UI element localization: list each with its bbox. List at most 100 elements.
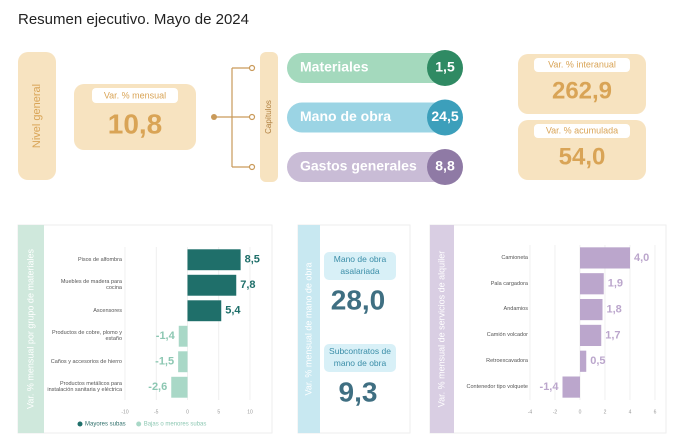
category-label: Productos metálicos para instalación san… [47, 380, 122, 394]
label-box [324, 252, 396, 280]
category-label: Camioneta [501, 254, 528, 261]
value-label: 1,8 [607, 303, 622, 315]
pill-value: 24,5 [431, 108, 458, 124]
category-label: Pala cargadora [490, 280, 528, 287]
pill-circle [427, 50, 463, 86]
card-label: Mano de obra asalariada [333, 254, 387, 276]
axis-label: Var. % mensual por grupo de materiales [25, 249, 35, 409]
category-label-box: Muebles de madera para cocina [60, 278, 122, 292]
panel-strip [430, 225, 454, 433]
x-tick-label: -5 [154, 409, 159, 415]
category-label: Retroexcavadora [486, 358, 528, 364]
card-label-box [92, 88, 178, 103]
value-label: 1,7 [605, 329, 620, 341]
value-label: 4,0 [634, 252, 649, 264]
pill-name: Materiales [300, 59, 369, 75]
card-label-box: Subcontratos de mano de obra [329, 346, 391, 368]
category-label: Contenedor tipo volquete [466, 383, 528, 390]
card-label-box: Mano de obra asalariada [333, 254, 387, 276]
card-label-box [534, 124, 630, 138]
category-label: Ascensores [93, 307, 122, 314]
category-label: Pisos de alfombra [77, 256, 122, 263]
capitulos-strip [260, 52, 278, 182]
panel-strip [298, 225, 320, 433]
pill-name: Mano de obra [300, 108, 391, 124]
value-label: 0,5 [590, 355, 605, 367]
category-label-box: Pala cargadora [490, 280, 528, 287]
capitulos-label: Capítulos [264, 100, 273, 134]
bar [580, 273, 604, 295]
value-label: -1,4 [540, 381, 560, 393]
card-value: 9,3 [339, 376, 378, 407]
card-label-box [534, 58, 630, 72]
panel-label: Var. % mensual de mano de obra [303, 263, 313, 396]
category-label: Camión volcador [486, 332, 528, 339]
category-label: Andamios [503, 306, 528, 313]
bar [580, 350, 587, 372]
category-label-box: Productos de cobre, plomo y estaño [52, 330, 122, 343]
value-label: -1,5 [155, 356, 174, 368]
x-tick-label: 0 [186, 409, 189, 415]
card-value: 262,9 [552, 77, 612, 104]
bar [178, 325, 188, 347]
card-label: Var. % interanual [548, 59, 616, 69]
value-label: 5,4 [225, 305, 241, 317]
bar [562, 376, 580, 398]
bar [580, 247, 630, 269]
x-tick-label: 10 [247, 409, 253, 415]
card-label: Subcontratos de mano de obra [329, 346, 391, 368]
pill-circle [427, 149, 463, 185]
legend-label: Bajas o menores subas [144, 422, 207, 428]
nivel-strip [18, 52, 56, 180]
bar [171, 376, 188, 398]
value-label: 7,8 [240, 279, 255, 291]
card-value: 10,8 [108, 108, 163, 139]
x-tick-label: 2 [604, 409, 607, 415]
x-tick-label: 0 [579, 409, 582, 415]
bar [178, 351, 188, 373]
pill-name: Gastos generales [300, 158, 417, 174]
category-label-box: Caños y accesorios de hierro [51, 359, 122, 365]
legend-swatch [136, 421, 142, 427]
card-label: Var. % mensual [104, 90, 166, 100]
category-label-box: Andamios [503, 306, 528, 313]
value-label: -2,6 [148, 381, 167, 393]
x-tick-label: -10 [121, 409, 128, 415]
category-label-box: Retroexcavadora [486, 358, 528, 364]
card-value: 28,0 [331, 284, 386, 315]
bar [187, 300, 222, 322]
card-value: 54,0 [559, 143, 606, 170]
x-tick-label: 5 [217, 409, 220, 415]
bar [187, 274, 237, 296]
category-label-box: Ascensores [93, 307, 122, 314]
panel-strip [18, 225, 44, 433]
category-label-box: Camión volcador [486, 332, 528, 339]
pill [287, 152, 457, 182]
x-tick-label: 6 [654, 409, 657, 415]
value-label: 1,9 [608, 278, 623, 290]
pill [287, 102, 457, 133]
value-label: -1,4 [156, 330, 176, 342]
connector [214, 64, 256, 171]
bar [187, 249, 241, 271]
legend-swatch [77, 421, 83, 427]
pill-value: 1,5 [435, 59, 455, 75]
bar [580, 298, 603, 321]
category-label: Muebles de madera para cocina [60, 278, 122, 292]
value-label: 8,5 [245, 254, 260, 266]
nivel-label: Nivel general [31, 84, 43, 148]
pill-circle [427, 99, 463, 136]
axis-label: Var. % mensual de servicios de alquiler [436, 251, 446, 407]
label-box [324, 344, 396, 372]
x-tick-label: -4 [528, 409, 533, 415]
category-label-box: Camioneta [501, 254, 528, 261]
connector-dot [211, 114, 217, 120]
pill [287, 53, 457, 83]
pill-value: 8,8 [435, 158, 455, 174]
card-label: Var. % acumulada [546, 125, 618, 135]
bar [580, 324, 602, 347]
category-label-box: Pisos de alfombra [77, 256, 122, 263]
category-label-box: Contenedor tipo volquete [466, 383, 528, 390]
page-title: Resumen ejecutivo. Mayo de 2024 [18, 11, 249, 28]
